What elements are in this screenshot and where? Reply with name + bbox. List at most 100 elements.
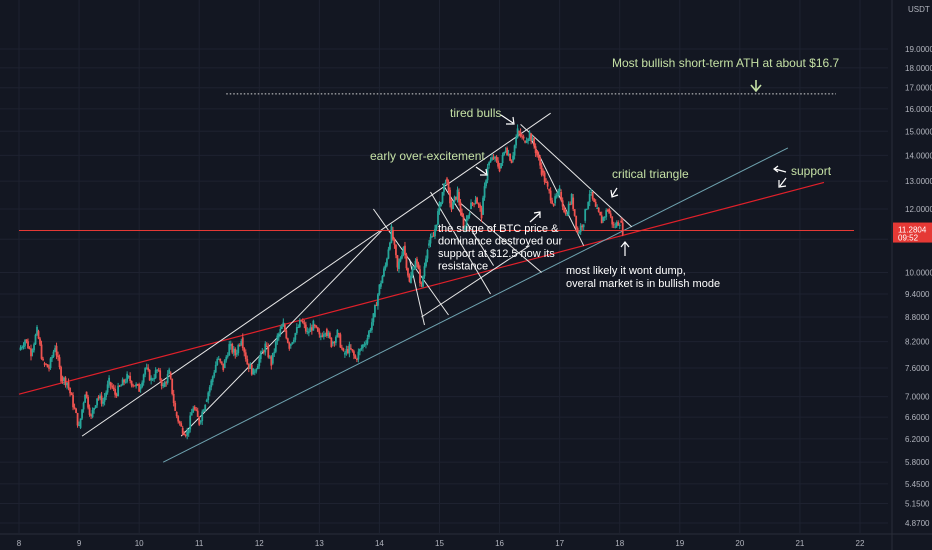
candle-body (325, 329, 328, 336)
candle-body (405, 254, 408, 269)
candle-body (537, 155, 540, 158)
candles (19, 124, 624, 440)
candle-body (375, 305, 378, 307)
candle-body (271, 352, 274, 364)
candle-body (352, 351, 355, 356)
candle-body (163, 382, 166, 387)
candle-body (434, 228, 436, 237)
candle-body (307, 332, 310, 334)
candle-body (437, 211, 439, 225)
candle-body (40, 344, 43, 359)
candle-body (103, 397, 106, 402)
candle-body (186, 431, 189, 436)
candle-body (582, 224, 585, 228)
candle-body (139, 387, 142, 390)
candle-body (196, 410, 199, 417)
candle-body (447, 181, 450, 190)
candle-body (614, 226, 617, 228)
arrow-icon (773, 165, 787, 173)
candle-body (605, 210, 608, 217)
candle-body (84, 394, 86, 403)
candle-body (450, 203, 453, 210)
candle-body (108, 377, 111, 385)
date-tick-label: 12 (255, 539, 264, 548)
channel-lower-line (180, 229, 383, 437)
candle-body (286, 338, 289, 343)
candle-body (241, 337, 244, 349)
price-tick-label: 13.0000 (905, 177, 932, 186)
candle-body (177, 416, 180, 422)
candle-body (467, 215, 469, 219)
countdown-label: 09:52 (898, 234, 919, 243)
candle-body (111, 385, 114, 388)
candle-body (477, 203, 480, 205)
candle-body (540, 165, 543, 175)
time-axis[interactable]: 8 9 10 11 12 13 14 15 16 17 18 19 20 21 22 (0, 533, 932, 548)
candle-body (73, 407, 76, 409)
candle-body (154, 370, 157, 378)
candle-body (81, 409, 83, 419)
candle-body (435, 224, 438, 229)
candle-body (46, 364, 49, 368)
candle-body (365, 343, 367, 345)
price-tick-label: 5.1500 (905, 500, 930, 509)
candle-body (390, 225, 393, 243)
candle-body (310, 327, 313, 331)
price-axis[interactable]: 19.0000 18.0000 17.0000 16.0000 15.0000 14.00… (891, 0, 932, 550)
candle-body (588, 193, 591, 203)
candle-body (518, 131, 520, 133)
candle-body (96, 398, 98, 406)
candle-body (340, 347, 343, 349)
candle-body (79, 418, 82, 428)
candle-body (404, 245, 406, 255)
candle-body (24, 340, 26, 346)
candle-body (474, 199, 477, 204)
candle-body (148, 369, 151, 381)
candle-body (554, 196, 557, 204)
candle-body (276, 335, 279, 342)
date-tick-label: 11 (195, 539, 204, 548)
candle-body (468, 213, 471, 216)
candle-body (121, 379, 124, 386)
candle-body (195, 409, 198, 411)
candle-body (384, 265, 387, 269)
candle-body (171, 378, 174, 394)
candle-body (488, 162, 490, 166)
candle-body (570, 193, 573, 204)
candle-body (483, 186, 486, 198)
candle-body (476, 197, 478, 204)
candle-body (319, 335, 322, 338)
red-trendline (18, 181, 825, 395)
annotation-surge-line: dominance destroyed our (438, 236, 562, 248)
candle-body (243, 348, 246, 353)
candle-body (165, 382, 168, 384)
candle-body (129, 375, 132, 381)
candle-body (217, 358, 220, 360)
candle-body (432, 235, 435, 237)
candle-body (175, 411, 178, 417)
candle-body (33, 344, 35, 351)
candle-body (61, 377, 64, 381)
candle-body (133, 385, 136, 387)
fan-line (460, 202, 542, 273)
price-tick-label: 6.6000 (905, 413, 930, 422)
candle-body (551, 200, 554, 204)
price-tick-label: 9.4000 (905, 290, 930, 299)
annotation-tired-bulls: tired bulls (450, 106, 501, 120)
candle-body (120, 385, 123, 387)
candle-body (174, 403, 177, 411)
candle-body (399, 258, 402, 262)
candle-body (343, 352, 346, 355)
candle-body (22, 345, 25, 348)
candle-body (615, 222, 618, 227)
candle-body (297, 327, 300, 329)
candle-body (31, 350, 34, 353)
candle-body (261, 350, 264, 352)
candle-body (461, 212, 463, 217)
candle-body (557, 191, 560, 196)
candle-body (150, 377, 153, 381)
candle-body (237, 345, 240, 354)
candle-body (530, 133, 533, 141)
